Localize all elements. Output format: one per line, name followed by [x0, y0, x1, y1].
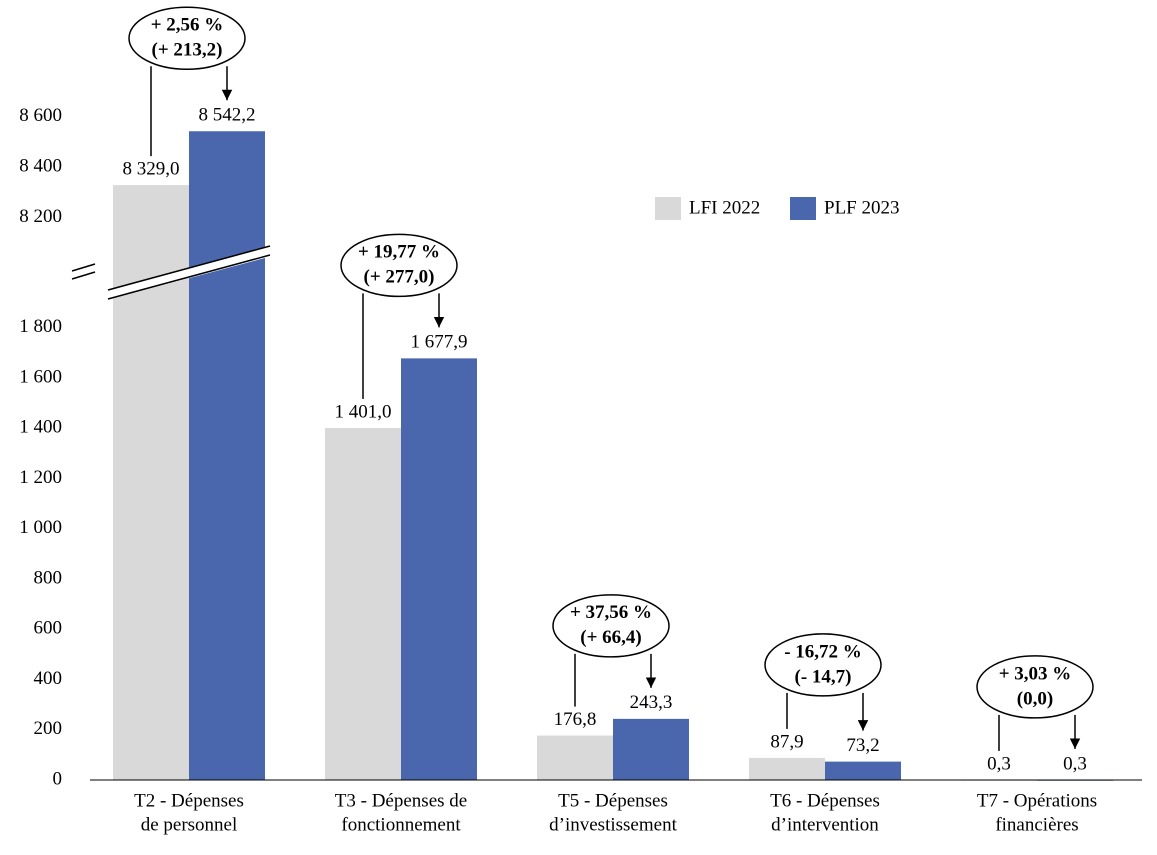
annotation-bubble — [552, 594, 670, 658]
x-tick-label: d’investissement — [549, 814, 677, 835]
y-tick-label: 8 600 — [19, 105, 62, 126]
x-tick-label: T2 - Dépenses — [134, 790, 244, 811]
y-tick-label: 400 — [34, 668, 63, 689]
legend-swatch — [790, 197, 816, 220]
value-label: 1 677,9 — [411, 332, 468, 353]
annotation: + 3,03 % — [999, 663, 1072, 684]
x-tick-label: financières — [995, 814, 1078, 835]
axis-break — [100, 244, 280, 302]
x-tick-label: d’intervention — [771, 814, 879, 835]
axis-break — [71, 263, 96, 272]
value-label: 176,8 — [554, 709, 597, 730]
axis-break — [107, 254, 271, 300]
y-tick-label: 1 600 — [19, 366, 62, 387]
value-label: 87,9 — [770, 731, 803, 752]
y-tick-label: 1 200 — [19, 467, 62, 488]
annotation: + 37,56 % — [570, 602, 652, 623]
value-label: 8 542,2 — [199, 105, 256, 126]
legend-label: LFI 2022 — [689, 197, 760, 218]
annotation-bubble — [128, 6, 246, 70]
y-tick-label: 8 200 — [19, 206, 62, 227]
x-tick-label: T6 - Dépenses — [770, 790, 880, 811]
annotation: (+ 277,0) — [364, 267, 435, 288]
annotation: (0,0) — [1017, 688, 1053, 709]
x-tick-label: fonctionnement — [341, 814, 461, 835]
annotation: + 2,56 % — [151, 15, 224, 36]
value-label: 73,2 — [846, 735, 879, 756]
axis-break — [71, 271, 96, 280]
bar — [749, 757, 825, 780]
bar — [189, 131, 265, 780]
bar — [825, 761, 901, 780]
y-tick-label: 1 000 — [19, 517, 62, 538]
x-tick-label: T3 - Dépenses de — [335, 790, 467, 811]
x-tick-label: de personnel — [141, 814, 238, 835]
y-tick-label: 1 400 — [19, 417, 62, 438]
value-label: 1 401,0 — [335, 401, 392, 422]
annotation-bubble — [340, 233, 458, 298]
x-tick-label: T7 - Opérations — [977, 790, 1097, 811]
annotation-bubble — [764, 633, 882, 697]
annotation: + 19,77 % — [358, 242, 440, 263]
value-label: 0,3 — [1063, 753, 1087, 774]
annotation: (- 14,7) — [795, 666, 852, 687]
x-tick-label: T5 - Dépenses — [558, 790, 668, 811]
y-tick-label: 1 800 — [19, 316, 62, 337]
value-label: 0,3 — [987, 753, 1011, 774]
annotation: (+ 213,2) — [152, 40, 223, 61]
bar — [537, 735, 613, 780]
axis-break — [107, 245, 271, 291]
bar — [613, 718, 689, 780]
annotation: - 16,72 % — [784, 641, 862, 662]
legend-swatch — [655, 197, 681, 220]
bar — [401, 358, 477, 780]
y-tick-label: 8 400 — [19, 156, 62, 177]
annotation-bubble — [976, 655, 1094, 719]
y-tick-label: 600 — [34, 618, 63, 639]
y-tick-label: 800 — [34, 567, 63, 588]
value-label: 243,3 — [630, 692, 673, 713]
value-label: 8 329,0 — [123, 158, 180, 179]
annotation: (+ 66,4) — [580, 627, 641, 648]
bar — [325, 427, 401, 780]
y-tick-label: 0 — [53, 768, 63, 789]
legend-label: PLF 2023 — [824, 197, 900, 218]
y-tick-label: 200 — [34, 718, 63, 739]
